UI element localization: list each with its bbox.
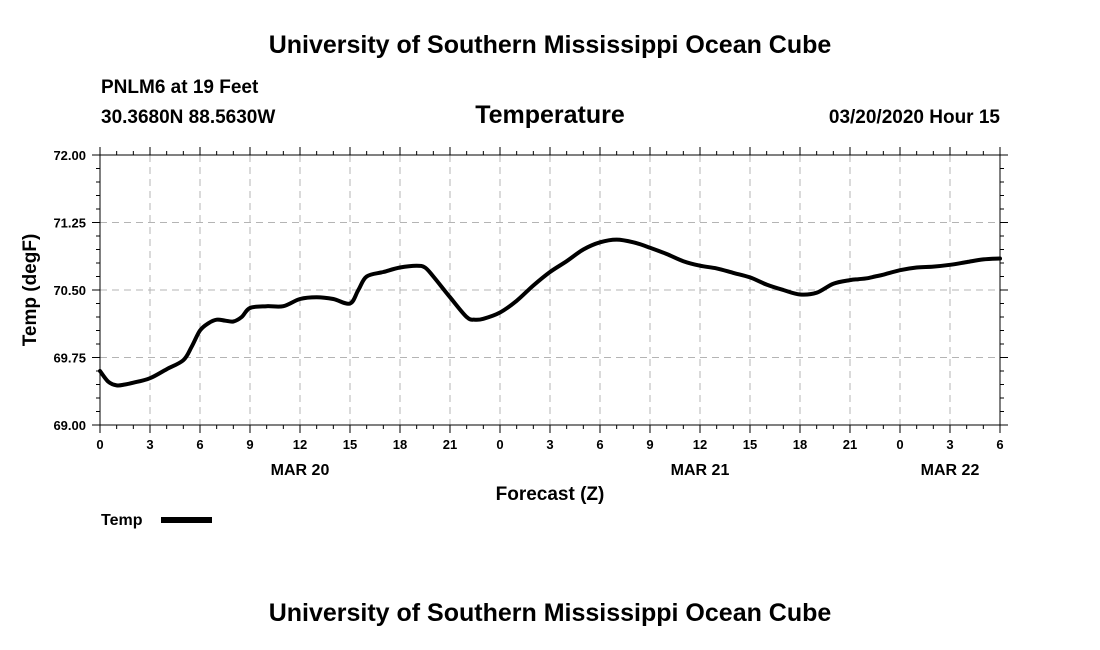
x-tick-label: 0	[896, 437, 903, 452]
footer-title: University of Southern Mississippi Ocean…	[268, 599, 832, 627]
y-tick-label: 69.75	[53, 351, 86, 366]
x-axis-date-labels: MAR 20 MAR 21 MAR 22	[271, 462, 980, 479]
station-label: PNLM6 at 19 Feet	[101, 77, 259, 98]
legend-label-temp: Temp	[101, 512, 143, 529]
x-tick-label: 21	[443, 437, 457, 452]
forecast-datetime: 03/20/2020 Hour 15	[828, 107, 1000, 128]
chart-title: Temperature	[475, 101, 625, 129]
y-axis-label: Temp (degF)	[20, 234, 41, 347]
x-tick-label: 15	[743, 437, 757, 452]
x-tick-label: 3	[946, 437, 953, 452]
y-tick-label: 71.25	[53, 216, 86, 231]
x-tick-label: 3	[546, 437, 553, 452]
x-axis-label: Forecast (Z)	[496, 484, 605, 505]
x-tick-label: 12	[693, 437, 707, 452]
station-coordinates: 30.3680N 88.5630W	[101, 107, 276, 128]
y-tick-label: 70.50	[53, 283, 86, 298]
x-tick-label: 0	[496, 437, 503, 452]
date-label: MAR 20	[271, 462, 330, 479]
x-tick-label: 18	[793, 437, 807, 452]
x-tick-label: 9	[246, 437, 253, 452]
x-axis-tick-labels: 0 3 6 9 12 15 18 21 0 3 6 9 12 15 18 21 0 3 6	[96, 437, 1003, 452]
y-axis-tick-labels: 69.00 69.75 70.50 71.25 72.00	[53, 148, 86, 433]
x-tick-label: 9	[646, 437, 653, 452]
axis-ticks	[92, 147, 1008, 433]
date-label: MAR 22	[921, 462, 980, 479]
x-tick-label: 6	[996, 437, 1003, 452]
x-tick-label: 6	[196, 437, 203, 452]
x-tick-label: 3	[146, 437, 153, 452]
legend: Temp	[101, 512, 212, 529]
date-label: MAR 21	[671, 462, 730, 479]
plot-frame	[99, 154, 1001, 426]
y-tick-label: 69.00	[53, 418, 86, 433]
x-tick-label: 12	[293, 437, 307, 452]
y-tick-label: 72.00	[53, 148, 86, 163]
x-tick-label: 18	[393, 437, 407, 452]
x-tick-label: 6	[596, 437, 603, 452]
header-title: University of Southern Mississippi Ocean…	[268, 31, 832, 59]
x-tick-label: 15	[343, 437, 357, 452]
x-tick-label: 21	[843, 437, 857, 452]
x-tick-label: 0	[96, 437, 103, 452]
grid-lines	[100, 155, 1000, 425]
series-line-temp	[98, 237, 1002, 388]
